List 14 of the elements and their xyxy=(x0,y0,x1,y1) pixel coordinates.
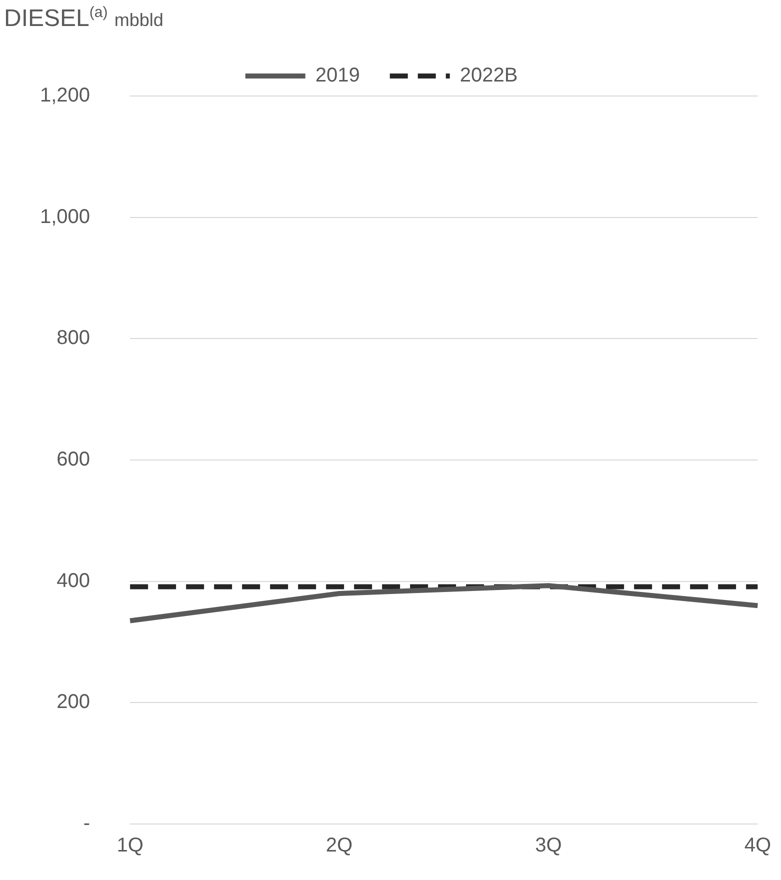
y-tick-label: 1,200 xyxy=(40,84,90,107)
y-tick-label: 400 xyxy=(56,570,90,592)
chart-title: DIESEL$^{(a)}$ mbbld xyxy=(4,4,164,33)
x-tick-label: 2Q xyxy=(326,834,353,857)
legend-label: 2022B xyxy=(460,64,518,87)
y-tick-label: 200 xyxy=(56,691,90,714)
y-tick-label: - xyxy=(83,812,90,835)
x-tick-label: 1Q xyxy=(116,834,144,857)
y-tick-label: 800 xyxy=(56,327,90,350)
y-tick-label: 600 xyxy=(56,448,90,471)
x-tick-label: 3Q xyxy=(535,834,562,857)
legend-label: 2019 xyxy=(315,64,360,87)
y-tick-label: 1,000 xyxy=(40,206,90,228)
x-tick-label: 4Q xyxy=(744,834,772,857)
